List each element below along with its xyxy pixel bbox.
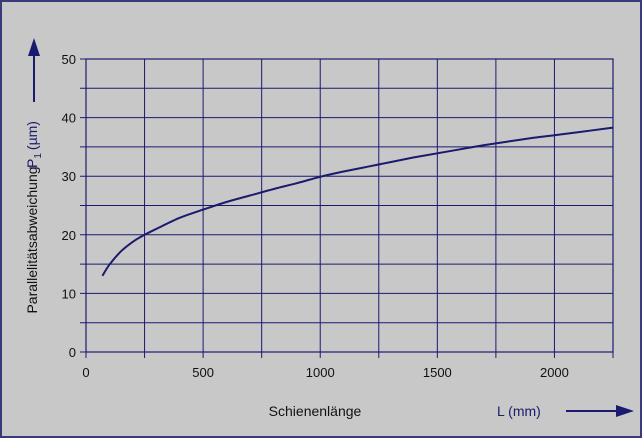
y-axis-symbol-subscript: 1 <box>33 153 44 159</box>
y-axis-symbol: P1 (µm) <box>24 121 44 168</box>
y-axis-symbol-letter: P <box>24 159 40 168</box>
x-axis-arrow-icon <box>616 405 634 417</box>
y-tick-label: 30 <box>62 169 76 184</box>
x-tick-label: 1000 <box>306 365 335 380</box>
y-axis-arrow-icon <box>28 38 40 56</box>
y-tick-label: 50 <box>62 52 76 67</box>
y-axis-symbol-text: P1 (µm) <box>24 121 44 168</box>
series-line <box>101 126 614 277</box>
y-tick-label: 10 <box>62 286 76 301</box>
y-tick-label: 0 <box>69 345 76 360</box>
plot-frame <box>85 58 614 353</box>
y-axis-unit: (µm) <box>24 121 40 150</box>
y-tick-label: 20 <box>62 228 76 243</box>
y-tick-label: 40 <box>62 111 76 126</box>
x-tick-label: 500 <box>192 365 214 380</box>
x-axis-label: Schienenlänge <box>269 403 362 419</box>
y-axis-title: Parallelitätsabweichung <box>24 166 40 313</box>
x-tick-label: 1500 <box>423 365 452 380</box>
x-tick-label: 2000 <box>540 365 569 380</box>
y-axis-label: Parallelitätsabweichung <box>24 166 40 313</box>
x-axis-unit: L (mm) <box>497 403 541 419</box>
x-tick-label: 0 <box>82 365 89 380</box>
